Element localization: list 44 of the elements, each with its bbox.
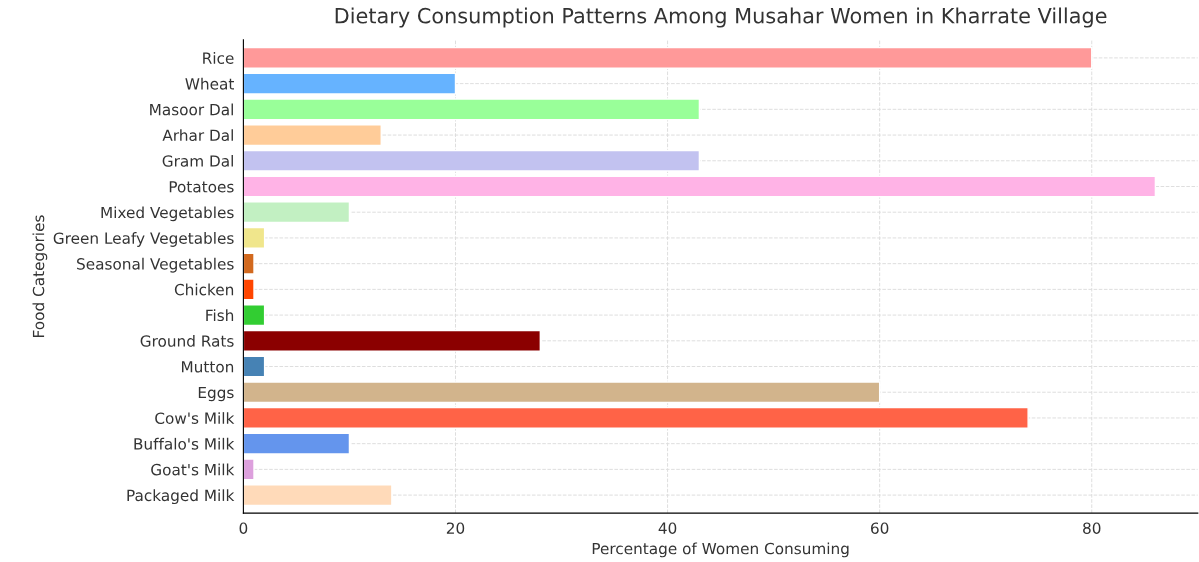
y-tick-label: Ground Rats <box>140 334 234 347</box>
bar <box>243 46 1093 69</box>
y-tick-label: Masoor Dal <box>150 103 233 116</box>
y-tick-label: Buffalo's Milk <box>134 437 235 450</box>
x-tick-label: 40 <box>658 522 677 534</box>
bar <box>243 304 266 327</box>
bar <box>243 124 382 147</box>
y-tick-label: Arhar Dal <box>162 129 233 142</box>
x-tick-label: 0 <box>239 522 248 534</box>
bar <box>243 98 701 121</box>
bar <box>243 252 255 275</box>
bar <box>243 458 255 481</box>
y-tick-label: Cow's Milk <box>155 412 235 424</box>
bar <box>243 149 701 172</box>
bar <box>243 72 457 95</box>
x-axis-title: Percentage of Women Consuming <box>592 542 849 558</box>
y-tick-label: Green Leafy Vegetables <box>53 232 234 247</box>
y-tick-label: Rice <box>203 52 234 64</box>
bar <box>243 406 1029 429</box>
bar <box>243 355 266 378</box>
bar <box>243 432 351 455</box>
bar <box>243 175 1157 198</box>
chart-title: Dietary Consumption Patterns Among Musahar Women in Kharrate Village <box>335 7 1107 28</box>
y-tick-label: Mixed Vegetables <box>101 206 234 222</box>
y-tick-label: Potatoes <box>169 181 234 193</box>
bar <box>243 484 393 507</box>
y-tick-label: Fish <box>206 309 234 322</box>
y-tick-label: Packaged Milk <box>127 489 235 505</box>
x-tick-label: 80 <box>1083 522 1101 534</box>
y-tick-label: Mutton <box>182 361 234 373</box>
bar <box>243 381 881 404</box>
y-tick-label: Wheat <box>185 77 234 90</box>
y-tick-label: Chicken <box>174 283 234 296</box>
y-tick-label: Eggs <box>198 386 234 402</box>
bar <box>243 278 255 301</box>
x-tick-label: 60 <box>871 522 889 534</box>
x-tick-label: 20 <box>446 522 465 534</box>
bar <box>243 226 266 249</box>
y-tick-label: Gram Dal <box>162 154 233 167</box>
bar <box>243 201 351 224</box>
y-axis-title: Food Categories <box>32 215 48 337</box>
bar <box>243 329 542 352</box>
y-tick-label: Goat's Milk <box>151 463 235 476</box>
y-tick-label: Seasonal Vegetables <box>77 257 234 273</box>
